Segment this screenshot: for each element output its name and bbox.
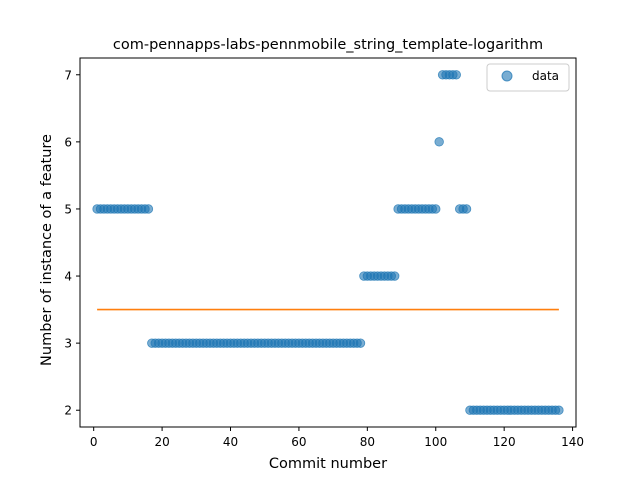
legend: data bbox=[486, 63, 570, 92]
chart-title: com-pennapps-labs-pennmobile_string_temp… bbox=[113, 37, 543, 53]
y-tick-label: 7 bbox=[64, 68, 72, 82]
x-tick-label: 0 bbox=[90, 435, 98, 449]
x-tick-label: 60 bbox=[291, 435, 306, 449]
data-point bbox=[461, 204, 472, 214]
x-axis-label: Commit number bbox=[269, 456, 387, 472]
x-tick-label: 20 bbox=[154, 435, 169, 449]
x-tick-label: 100 bbox=[424, 435, 447, 449]
data-point bbox=[451, 70, 461, 80]
y-tick-label: 3 bbox=[64, 337, 72, 351]
legend-label: data bbox=[532, 69, 559, 83]
data-point bbox=[431, 204, 441, 214]
x-tick-label: 120 bbox=[493, 435, 516, 449]
y-tick-label: 5 bbox=[64, 202, 72, 216]
y-axis-label: Number of instance of a feature bbox=[39, 134, 55, 366]
plot-frame bbox=[79, 57, 577, 428]
y-tick-label: 6 bbox=[64, 135, 72, 149]
y-tick-label: 2 bbox=[64, 404, 72, 418]
series-layer bbox=[92, 70, 564, 415]
data-point bbox=[434, 137, 444, 147]
y-tick-label: 4 bbox=[64, 270, 72, 284]
data-point bbox=[554, 405, 564, 415]
legend-marker bbox=[501, 70, 513, 82]
data-point bbox=[390, 271, 400, 281]
data-point bbox=[355, 338, 366, 348]
x-tick-label: 40 bbox=[223, 435, 238, 449]
x-tick-label: 80 bbox=[360, 435, 375, 449]
x-tick-label: 140 bbox=[561, 435, 584, 449]
data-point bbox=[143, 204, 154, 214]
axes-layer: 0 20 40 60 80 100 120 140 2 3 4 5 6 7 bbox=[64, 57, 584, 449]
